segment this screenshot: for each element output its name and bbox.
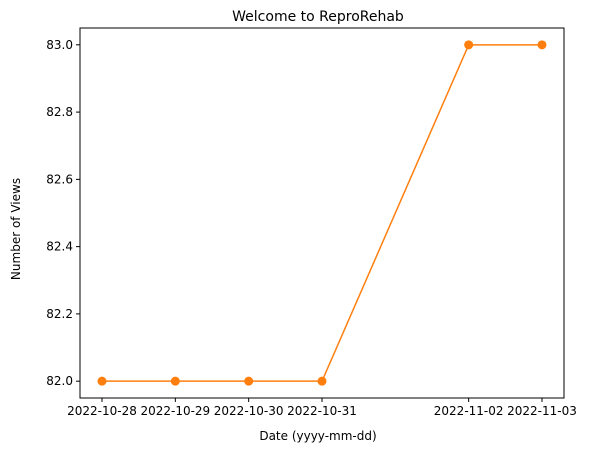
y-axis: 82.0 82.2 82.4 82.6 82.8 83.0: [46, 38, 80, 388]
data-point: [244, 376, 254, 386]
y-axis-label: Number of Views: [9, 178, 23, 280]
y-tick-label: 83.0: [46, 38, 73, 52]
x-axis-label: Date (yyyy-mm-dd): [259, 429, 376, 443]
y-tick-label: 82.2: [46, 307, 73, 321]
data-point: [97, 376, 107, 386]
y-tick-label: 82.4: [46, 240, 73, 254]
data-point: [464, 40, 474, 50]
x-tick-label: 2022-10-31: [287, 404, 357, 418]
x-tick-label: 2022-10-30: [214, 404, 284, 418]
x-axis: 2022-10-28 2022-10-29 2022-10-30 2022-10-31…: [67, 398, 577, 418]
data-point: [537, 40, 547, 50]
plot-area: [97, 40, 547, 386]
chart-title: Welcome to ReproRehab: [232, 9, 404, 25]
data-point: [317, 376, 327, 386]
x-tick-label: 2022-11-02: [434, 404, 504, 418]
x-tick-label: 2022-10-28: [67, 404, 137, 418]
x-tick-label: 2022-11-03: [507, 404, 577, 418]
series-line: [102, 44, 542, 382]
y-tick-label: 82.0: [46, 374, 73, 388]
data-point: [170, 376, 180, 386]
y-tick-label: 82.8: [46, 105, 73, 119]
x-tick-label: 2022-10-29: [140, 404, 210, 418]
y-tick-label: 82.6: [46, 172, 73, 186]
